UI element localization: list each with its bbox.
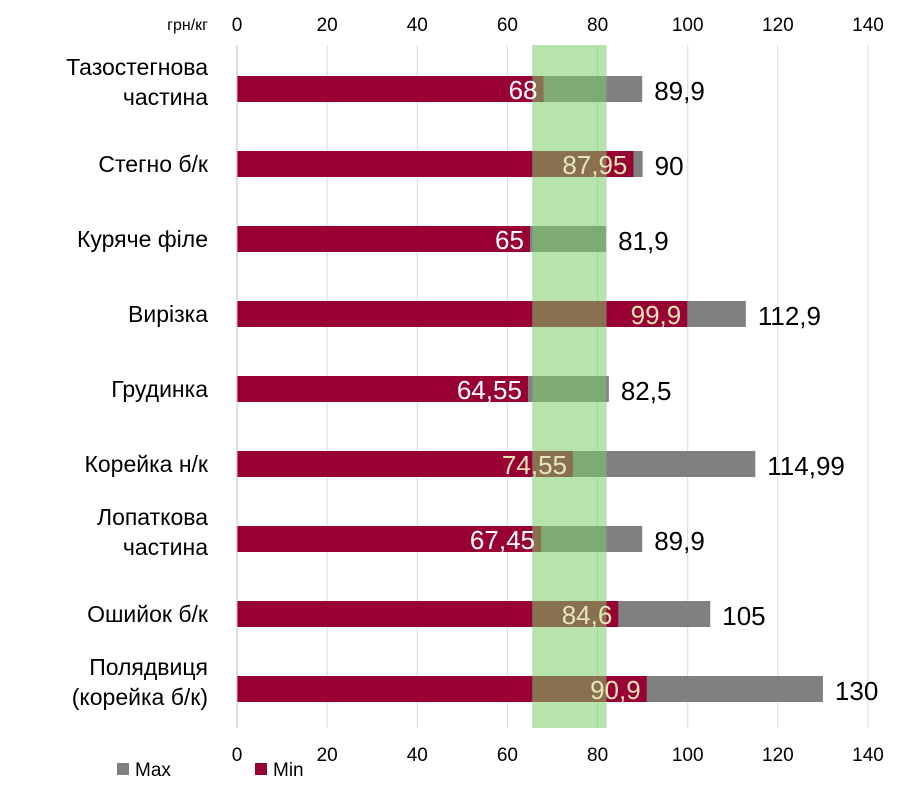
min-value-label: 74,55 — [502, 450, 567, 480]
x-tick-label-top: 40 — [407, 15, 428, 36]
category-label: Лопаткова частина — [97, 504, 208, 560]
x-tick-label-top: 140 — [852, 15, 884, 36]
category-label-line: Корейка н/к — [84, 451, 208, 477]
x-tick-label-bottom: 0 — [232, 745, 243, 766]
category-label: Полядвиця (корейка б/к) — [72, 654, 208, 710]
unit-label: грн/кг — [167, 17, 208, 34]
category-label: Тазостегнова частина — [66, 54, 208, 110]
max-value-label: 114,99 — [767, 451, 845, 481]
x-tick-label-bottom: 40 — [407, 745, 428, 766]
min-value-label: 84,6 — [562, 600, 613, 630]
x-tick-label-top: 80 — [587, 15, 608, 36]
category-label-line: Лопаткова — [97, 504, 208, 530]
legend-label-min: Min — [273, 760, 304, 781]
x-tick-label-bottom: 100 — [672, 745, 704, 766]
category-label-line: Вирізка — [128, 301, 208, 327]
category-label-line: частина — [123, 84, 208, 110]
category-label: Стегно б/к — [98, 151, 209, 177]
x-tick-label-bottom: 120 — [762, 745, 794, 766]
category-label-line: Куряче філе — [77, 226, 208, 252]
category-label: Куряче філе — [77, 226, 208, 252]
category-label-line: Полядвиця — [89, 654, 208, 680]
category-label: Корейка н/к — [84, 451, 208, 477]
max-value-label: 81,9 — [618, 226, 669, 256]
max-value-label: 82,5 — [621, 376, 672, 406]
min-value-label: 87,95 — [562, 150, 627, 180]
min-bar — [237, 526, 542, 552]
max-value-label: 105 — [722, 601, 765, 631]
min-bar — [237, 301, 688, 327]
min-value-label: 90,9 — [590, 675, 641, 705]
min-value-label: 64,55 — [457, 375, 522, 405]
category-label: Вирізка — [128, 301, 208, 327]
min-bar — [237, 376, 528, 402]
max-value-label: 112,9 — [758, 301, 821, 331]
x-tick-label-bottom: 20 — [317, 745, 338, 766]
legend-swatch-min — [255, 763, 267, 775]
min-bar — [237, 451, 574, 477]
x-tick-label-bottom: 140 — [852, 745, 884, 766]
max-value-label: 90 — [655, 151, 684, 181]
x-tick-label-top: 100 — [672, 15, 704, 36]
category-label-line: частина — [123, 534, 208, 560]
max-value-label: 89,9 — [654, 526, 705, 556]
min-bar — [237, 226, 530, 252]
legend-swatch-max — [117, 763, 129, 775]
category-label: Ошийок б/к — [87, 601, 209, 627]
x-tick-label-top: 20 — [317, 15, 338, 36]
min-value-label: 99,9 — [631, 300, 682, 330]
category-label: Грудинка — [111, 376, 208, 402]
category-label-line: Тазостегнова — [66, 54, 208, 80]
min-value-label: 65 — [495, 225, 524, 255]
x-tick-label-top: 60 — [497, 15, 518, 36]
category-label-line: Грудинка — [111, 376, 208, 402]
max-value-label: 130 — [835, 676, 878, 706]
x-tick-label-bottom: 60 — [497, 745, 518, 766]
x-tick-label-bottom: 80 — [587, 745, 608, 766]
category-label-line: (корейка б/к) — [72, 684, 208, 710]
max-value-label: 89,9 — [654, 76, 705, 106]
legend-label-max: Max — [135, 760, 171, 781]
min-bar — [237, 76, 544, 102]
min-value-label: 68 — [509, 75, 538, 105]
x-tick-label-top: 120 — [762, 15, 794, 36]
x-tick-label-top: 0 — [232, 15, 243, 36]
highlight-band — [532, 45, 607, 728]
min-value-label: 67,45 — [470, 525, 535, 555]
category-label-line: Ошийок б/к — [87, 601, 209, 627]
category-label-line: Стегно б/к — [98, 151, 209, 177]
